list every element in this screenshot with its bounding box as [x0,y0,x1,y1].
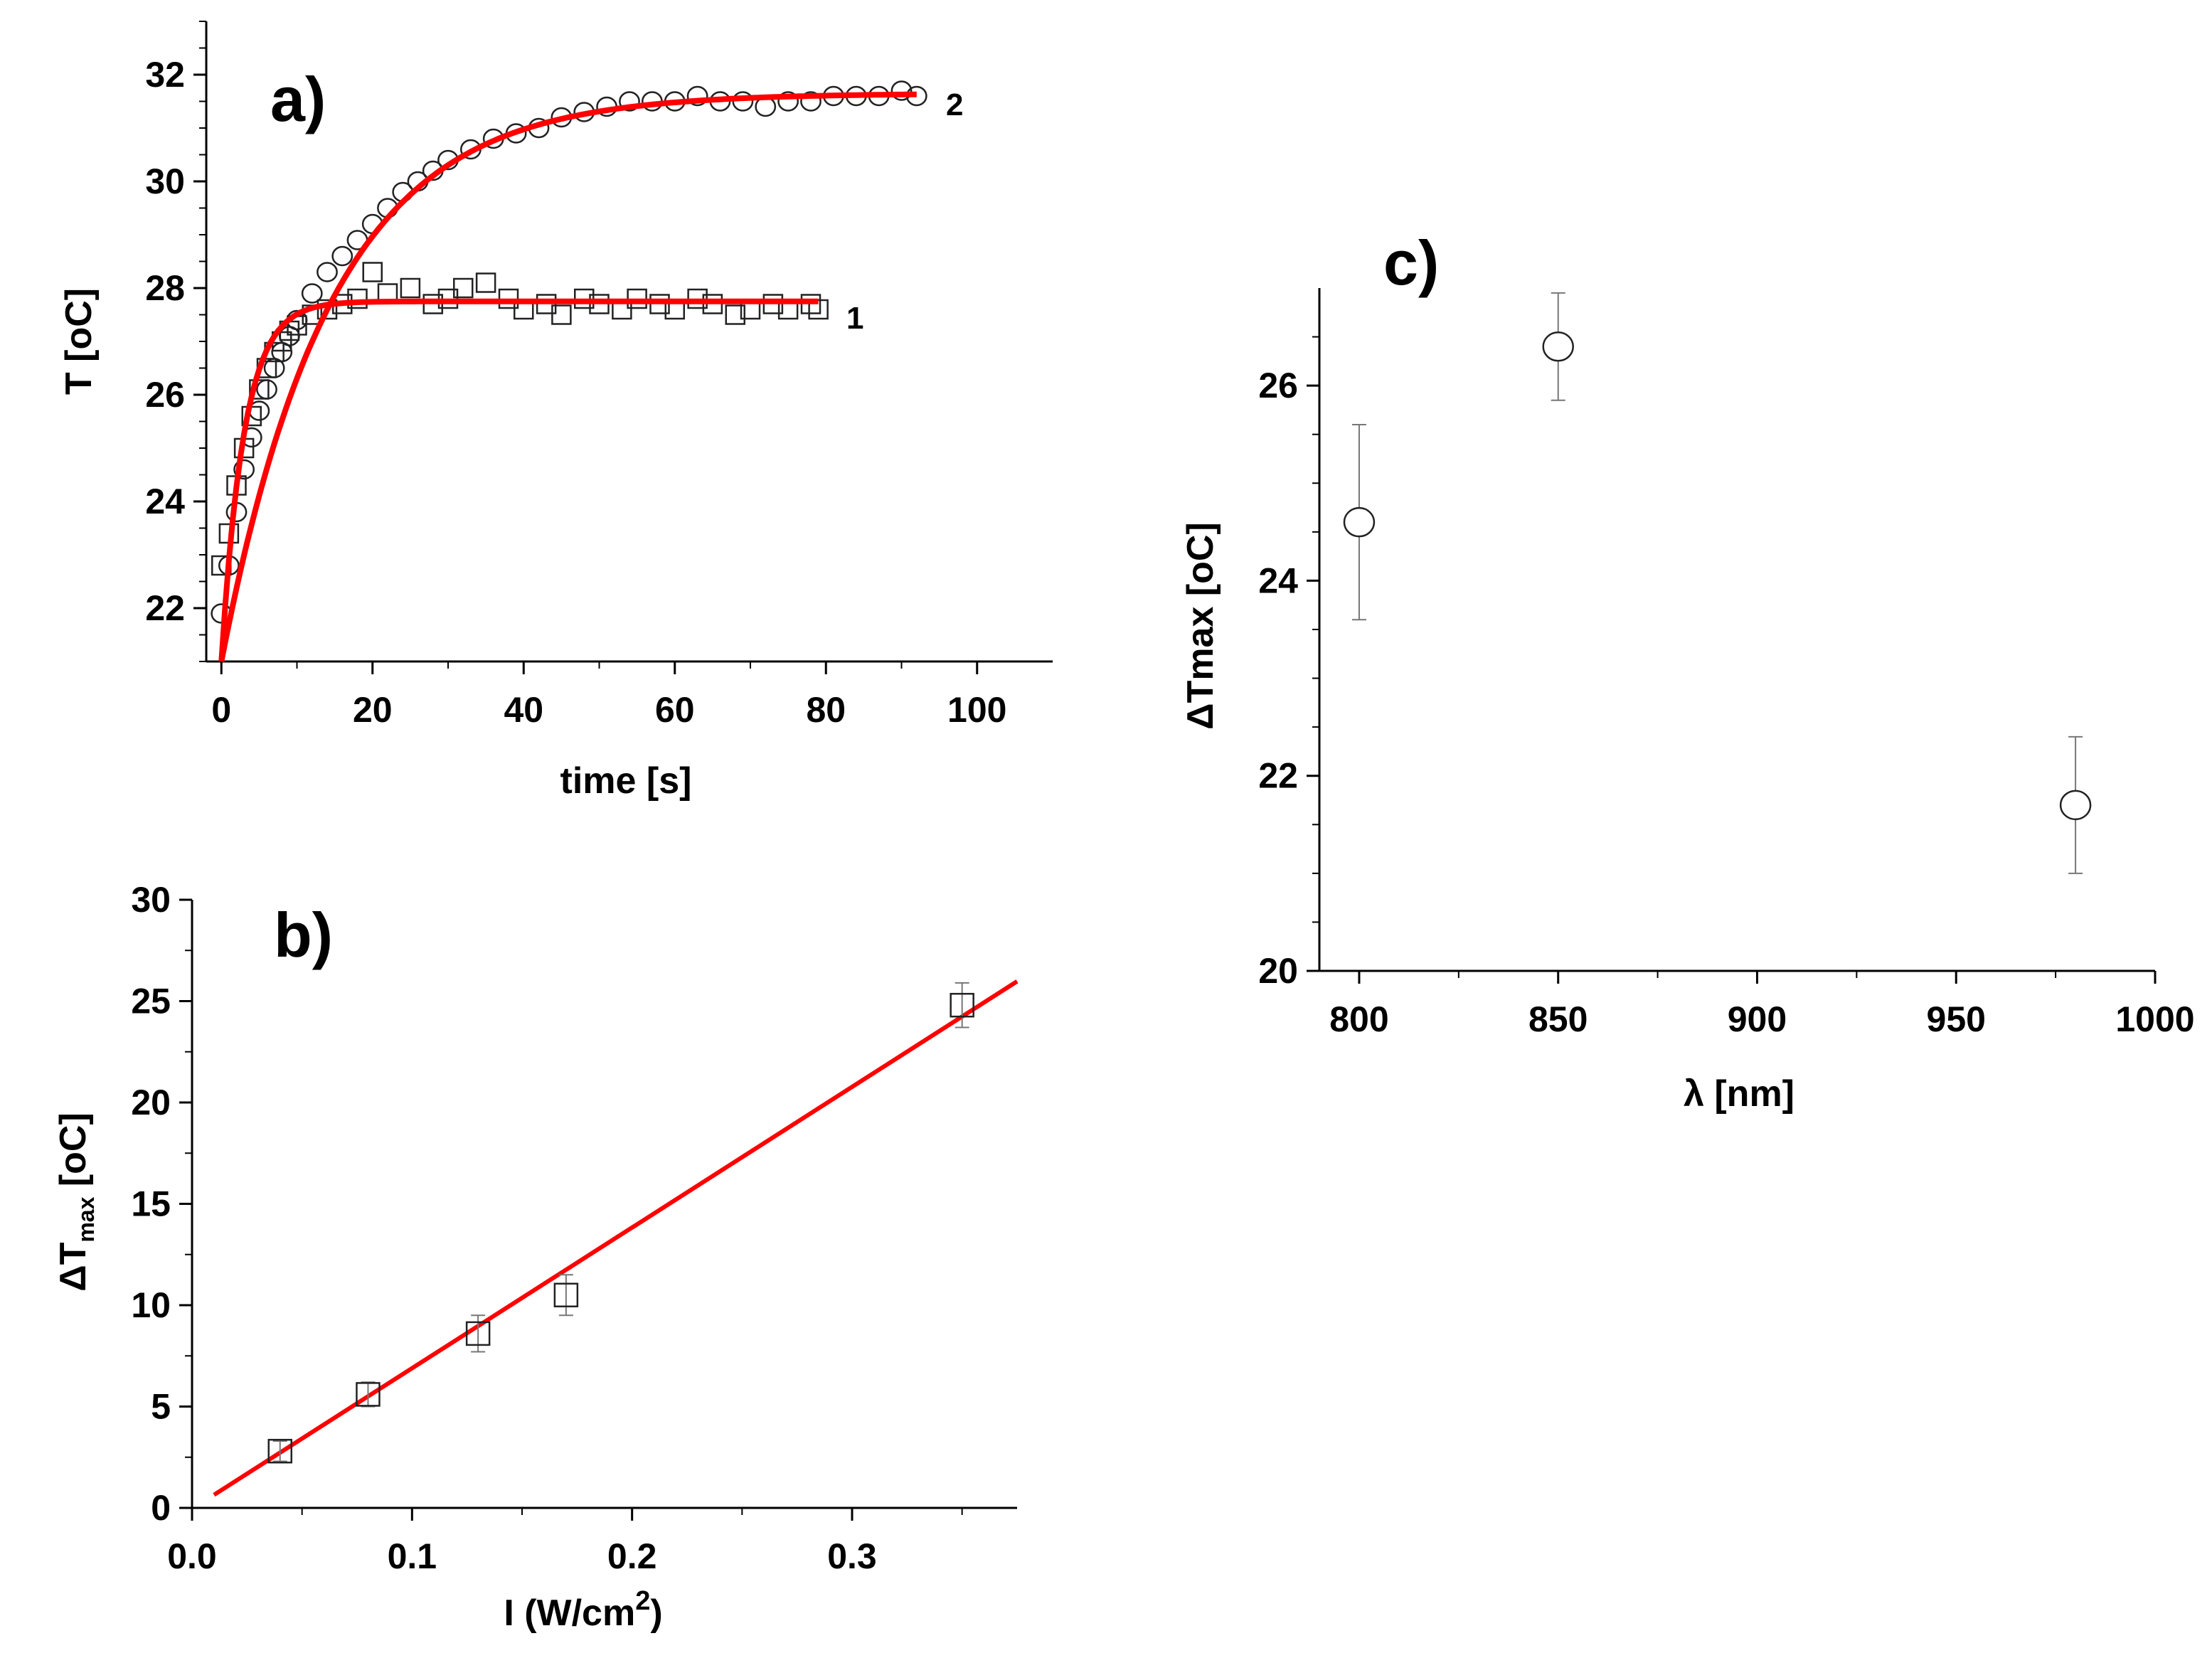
panel-c-x-tick-label: 850 [1528,999,1588,1039]
panel-a-x-tick-label: 20 [353,690,393,730]
panel-b-x-tick-label: 0.2 [607,1536,657,1576]
panel-a-y-title: T [oC] [58,288,100,395]
panel-c-x-tick-label: 900 [1728,999,1787,1039]
panel-a-series-2-point [800,91,821,112]
panel-a-y-tick-label: 28 [145,268,185,308]
panel-b-label: b) [274,900,333,970]
panel-a-series-1-point [400,277,421,299]
panel-b-x-tick-label: 0.3 [827,1536,877,1576]
panel-a-series-2-point [777,91,799,112]
panel-a-y-tick-label: 30 [145,161,185,201]
panel-c-x-tick-label: 800 [1329,999,1388,1039]
panel-c-point [2059,790,2092,821]
panel-a-series-1-point [453,277,474,299]
panel-a-series-2-point [317,262,338,282]
panel-b-x-title-main: I (W/cm [504,1593,635,1634]
panel-c-y-tick-label: 24 [1258,560,1298,600]
panel-b-fit-line-segment [213,979,1019,1497]
panel-c-series [1343,292,2092,874]
panel-a-curve-label-2: 2 [946,87,963,122]
panel-a-series-1-point [808,299,829,320]
panel-a-curve-label-1: 1 [846,301,863,336]
panel-a-series-1-point [362,262,383,282]
panel-b-y-tick-label: 20 [131,1083,171,1122]
panel-a-x-title: time [s] [560,760,692,802]
panel-b-y-tick-label: 30 [131,880,171,920]
panel-b-ticks: 0.0 0.1 0.2 0.3 0 5 10 15 20 25 30 [131,880,963,1576]
panel-a-series-1-point [725,304,745,325]
panel-a-series-2-point [619,91,640,112]
panel-c-y-title: ΔTmax [oC] [1180,522,1221,730]
panel-b-y-tick-label: 10 [131,1285,171,1325]
panel-b-y-tick-label: 15 [131,1184,171,1224]
panel-b-series [267,982,974,1464]
panel-b-point [465,1321,491,1346]
panel-b-y-tick-label: 5 [151,1387,171,1427]
panel-c-point [1343,506,1376,538]
panel-a-series-1-point [475,272,496,293]
panel-a-ticks: 0 20 40 60 80 100 22 24 26 28 30 32 [145,21,1006,730]
panel-b-y-title-main: ΔT [53,1242,94,1291]
panel-a-series-2-point [256,379,277,400]
panel-a-axes [205,21,1053,663]
panel-a-series-2 [211,80,927,624]
panel-a-x-tick-label: 100 [947,690,1006,730]
panel-b-point [267,1438,292,1464]
panel-c-y-tick-label: 26 [1258,366,1298,405]
panel-a-series-2-point [301,283,323,304]
panel-c-x-title: λ [nm] [1684,1073,1794,1115]
panel-c-label: c) [1383,228,1439,298]
panel-c-axes [1318,288,2155,972]
panel-b-y-tick-label: 25 [131,982,171,1021]
panel-c-x-tick-label: 1000 [2115,999,2194,1039]
panel-a-series-1-point [551,304,572,325]
panel-a-x-tick-label: 80 [806,690,846,730]
panel-b-x-tick-label: 0.0 [167,1536,217,1576]
panel-b-point [356,1382,381,1407]
panel-a-series-1-point [249,379,270,400]
panel-a-y-tick-label: 24 [145,482,185,521]
panel-a-series-2-point [890,80,913,101]
panel-a-chart: a) 0 20 40 60 80 100 22 24 26 28 30 32 1 2 time [s]… [58,21,1053,802]
panel-b-x-title-tail: ) [650,1593,662,1634]
panel-c-chart: c) 800 850 900 950 1000 20 22 24 26 λ [nm] ΔTmax… [1180,228,2195,1115]
panel-a-x-tick-label: 40 [504,690,543,730]
panel-c-x-tick-label: 950 [1927,999,1986,1039]
panel-a-series-2-point [686,85,708,107]
panel-b-fit-line [213,979,1019,1497]
panel-b-point [553,1282,579,1307]
panel-b-y-title-sub: max [73,1196,99,1242]
panel-a-x-tick-label: 0 [211,690,231,730]
panel-b-y-tick-label: 0 [151,1488,171,1528]
panel-b-point [950,992,974,1018]
panel-b-axes [191,900,1017,1509]
panel-b-chart: b) 0.0 0.1 0.2 0.3 0 5 10 15 20 25 30 I (W/cm2) ΔT… [53,880,1019,1634]
panel-b-y-title-tail: [oC] [53,1112,94,1196]
panel-a-series-2-point [331,245,353,267]
panel-a-series-1-point [347,288,368,309]
panel-b-x-title-sup: 2 [635,1586,650,1616]
panel-a-y-tick-label: 26 [145,375,185,415]
panel-c-point [1542,331,1574,362]
panel-b-x-title: I (W/cm2) [504,1586,662,1634]
panel-a-fit-curves [218,91,917,662]
panel-c-y-tick-label: 20 [1258,951,1298,991]
panel-b-y-title: ΔTmax [oC] [53,1112,99,1292]
panel-b-x-tick-label: 0.1 [388,1536,437,1576]
panel-a-label: a) [270,64,326,134]
panel-c-y-tick-label: 22 [1258,756,1298,796]
panel-c-ticks: 800 850 900 950 1000 20 22 24 26 [1258,336,2195,1039]
panel-a-series-2-point [233,459,255,480]
panel-a-y-tick-label: 32 [145,55,185,95]
panel-a-y-tick-label: 22 [145,588,185,628]
panel-a-x-tick-label: 60 [655,690,695,730]
panel-a-fit-curve-1 [218,298,819,662]
panel-a-fit-curve-2 [218,91,917,662]
